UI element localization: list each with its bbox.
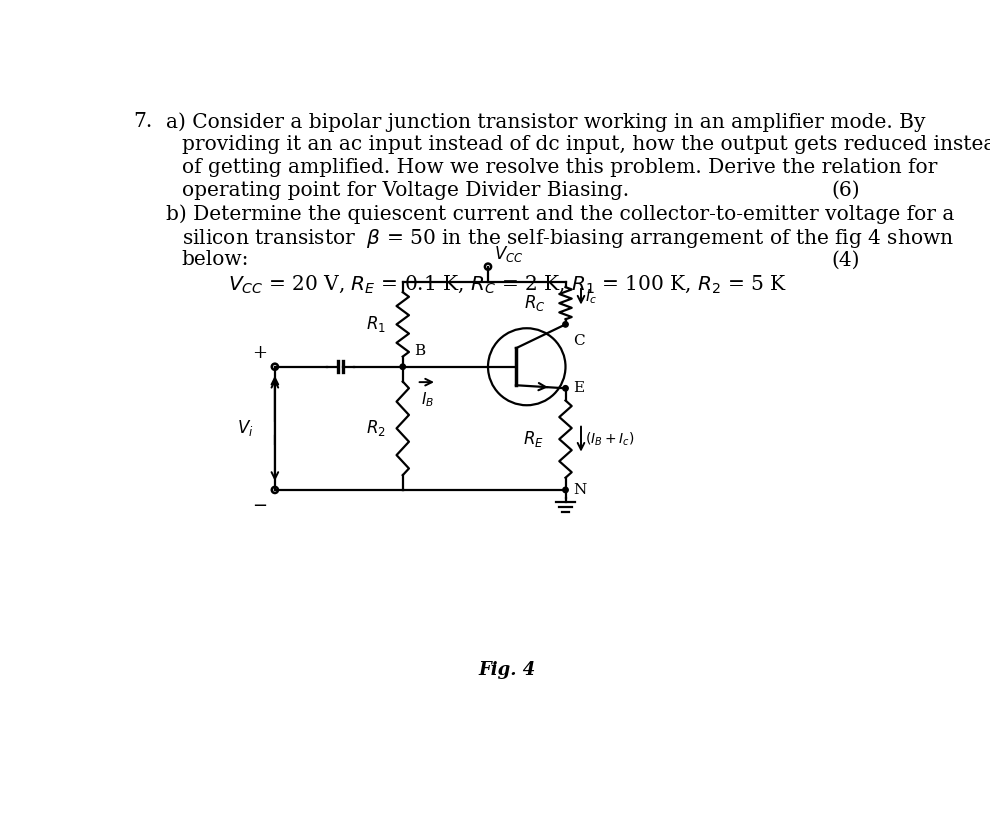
Circle shape: [562, 487, 568, 492]
Text: $R_E$: $R_E$: [523, 429, 544, 449]
Text: $V_i$: $V_i$: [237, 418, 253, 438]
Text: N: N: [573, 483, 586, 497]
Text: $I_B$: $I_B$: [421, 390, 434, 409]
Circle shape: [400, 364, 406, 370]
Text: $R_1$: $R_1$: [365, 314, 386, 334]
Text: (4): (4): [832, 251, 860, 269]
Text: Fig. 4: Fig. 4: [479, 661, 536, 679]
Text: a) Consider a bipolar junction transistor working in an amplifier mode. By: a) Consider a bipolar junction transisto…: [166, 112, 926, 131]
Text: E: E: [573, 381, 584, 395]
Text: providing it an ac input instead of dc input, how the output gets reduced instea: providing it an ac input instead of dc i…: [182, 135, 990, 154]
Text: $(I_B+I_c)$: $(I_B+I_c)$: [585, 431, 635, 448]
Text: below:: below:: [182, 251, 249, 269]
Circle shape: [562, 322, 568, 327]
Text: (6): (6): [832, 181, 860, 200]
Text: $V_{CC}$ = 20 V, $R_E$ = 0.1 K, $R_C$ = 2 K, $R_1$ = 100 K, $R_2$ = 5 K: $V_{CC}$ = 20 V, $R_E$ = 0.1 K, $R_C$ = …: [228, 273, 787, 295]
Text: $-$: $-$: [252, 495, 267, 512]
Text: 7.: 7.: [133, 112, 152, 131]
Text: $V_{CC}$: $V_{CC}$: [494, 244, 524, 264]
Text: $R_2$: $R_2$: [366, 418, 386, 438]
Text: of getting amplified. How we resolve this problem. Derive the relation for: of getting amplified. How we resolve thi…: [182, 158, 938, 177]
Text: operating point for Voltage Divider Biasing.: operating point for Voltage Divider Bias…: [182, 181, 629, 200]
Text: silicon transistor  $\beta$ = 50 in the self-biasing arrangement of the fig 4 sh: silicon transistor $\beta$ = 50 in the s…: [182, 227, 953, 250]
Text: +: +: [252, 344, 267, 362]
Text: B: B: [415, 344, 426, 358]
Circle shape: [562, 385, 568, 391]
Text: $R_C$: $R_C$: [525, 293, 546, 314]
Text: C: C: [573, 334, 585, 348]
Text: b) Determine the quiescent current and the collector-to-emitter voltage for a: b) Determine the quiescent current and t…: [166, 204, 954, 224]
Text: $I_c$: $I_c$: [585, 288, 597, 306]
